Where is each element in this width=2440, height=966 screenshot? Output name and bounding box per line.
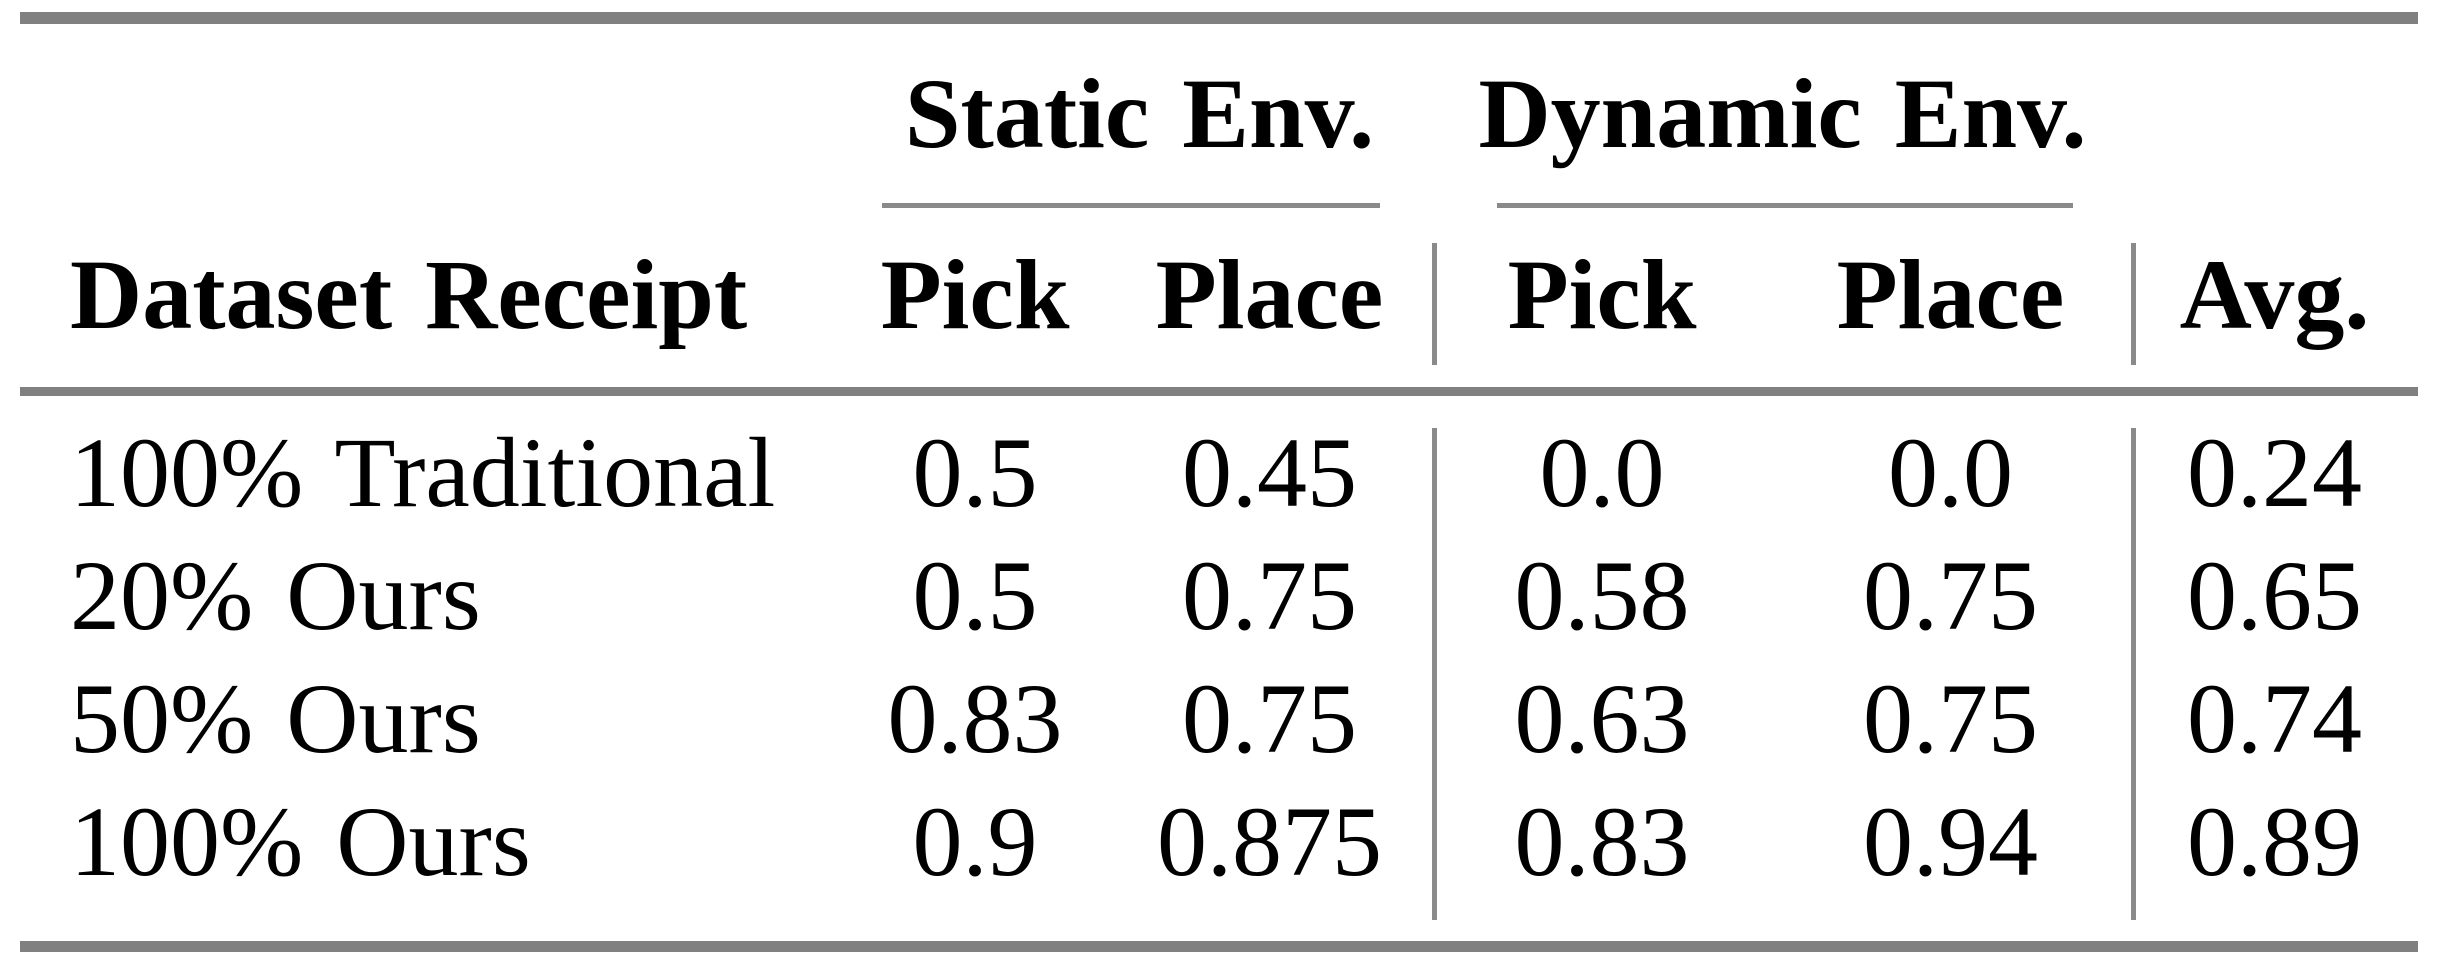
column-header-static-pick: Pick [880, 239, 1070, 350]
cell-static-pick: 0.9 [912, 785, 1038, 897]
cell-dynamic-place: 0.94 [1863, 785, 2038, 897]
header-vertical-separator-2 [2131, 243, 2136, 365]
row-label: 20% Ours [70, 539, 481, 651]
static-env-cmidrule [882, 203, 1380, 208]
cell-dynamic-place: 0.0 [1888, 416, 2013, 528]
cell-dynamic-place: 0.75 [1863, 662, 2038, 774]
cell-static-place: 0.75 [1182, 662, 1357, 774]
row-label: 100% Traditional [70, 416, 776, 528]
header-spacer [2131, 24, 2418, 203]
cell-dynamic-place: 0.75 [1863, 539, 2038, 651]
body-vertical-separator-1 [1432, 428, 1437, 920]
cell-static-pick: 0.5 [912, 416, 1038, 528]
table-body: 100% Traditional 0.5 0.45 0.0 0.0 0.24 2… [20, 411, 2418, 903]
row-label: 100% Ours [70, 785, 531, 897]
column-header-avg: Avg. [2179, 239, 2370, 350]
dynamic-env-cmidrule [1497, 203, 2073, 208]
group-header-static-env: Static Env. [904, 57, 1375, 169]
header-spacer [20, 24, 845, 203]
row-label: 50% Ours [70, 662, 481, 774]
table-top-rule [20, 12, 2418, 24]
table-bottom-rule [20, 941, 2418, 952]
table-header-rule [20, 387, 2418, 396]
cell-avg: 0.65 [2187, 539, 2362, 651]
column-header-dynamic-place: Place [1836, 239, 2065, 350]
body-vertical-separator-2 [2131, 428, 2136, 920]
header-vertical-separator-1 [1432, 243, 1437, 365]
cell-avg: 0.89 [2187, 785, 2362, 897]
cell-static-place: 0.75 [1182, 539, 1357, 651]
group-header-dynamic-env: Dynamic Env. [1478, 57, 2087, 169]
column-header-dataset-receipt: Dataset Receipt [70, 239, 748, 350]
cell-dynamic-pick: 0.0 [1539, 416, 1665, 528]
cell-dynamic-pick: 0.83 [1514, 785, 1690, 897]
cell-dynamic-pick: 0.58 [1514, 539, 1690, 651]
table-header: Static Env. Dynamic Env. Dataset Receipt… [20, 24, 2418, 387]
cell-static-pick: 0.83 [887, 662, 1063, 774]
cell-static-pick: 0.5 [912, 539, 1038, 651]
cell-dynamic-pick: 0.63 [1514, 662, 1690, 774]
cell-avg: 0.74 [2187, 662, 2362, 774]
cell-avg: 0.24 [2187, 416, 2362, 528]
column-header-dynamic-pick: Pick [1507, 239, 1697, 350]
cell-static-place: 0.875 [1157, 785, 1382, 897]
cell-static-place: 0.45 [1182, 416, 1357, 528]
column-header-static-place: Place [1155, 239, 1384, 350]
